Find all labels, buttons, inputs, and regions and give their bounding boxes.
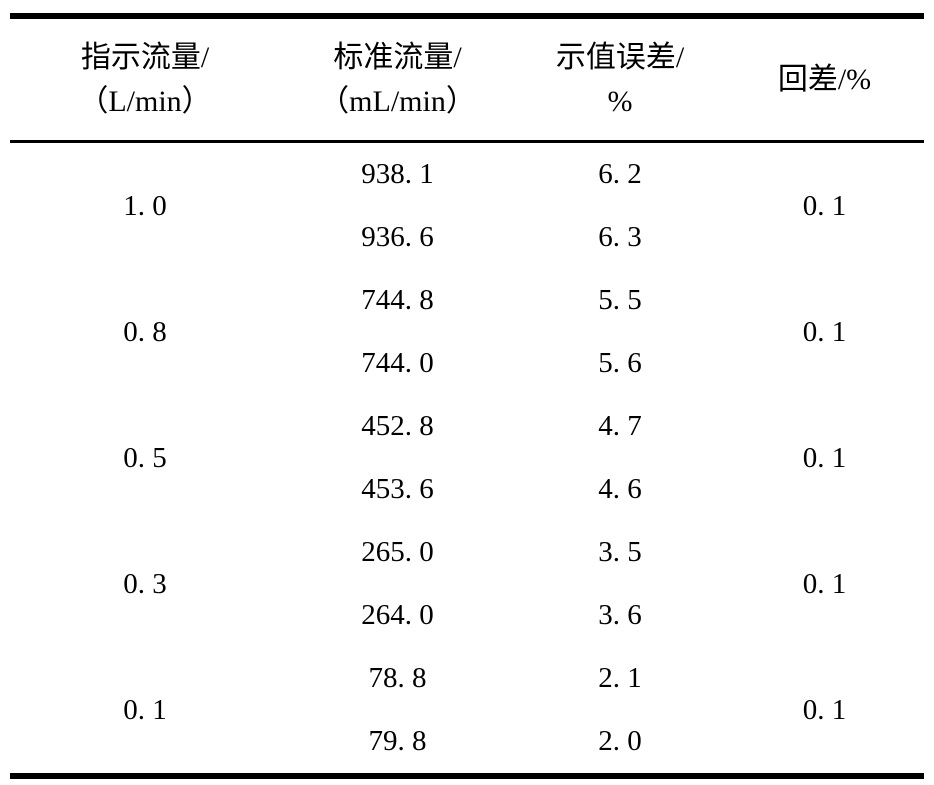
table-body: 1. 0 938. 1 6. 2 0. 1 936. 6 6. 3 0. 8 7… [10, 142, 924, 777]
header-hysteresis-line1: 回差/% [777, 62, 872, 96]
hysteresis-cell: 0. 1 [802, 441, 847, 474]
table-row: 0. 5 452. 8 4. 7 0. 1 [10, 395, 924, 474]
header-indicated-flow-line1: 指示流量/ [80, 40, 210, 74]
header-standard-flow-line2: （mL/min） [319, 84, 476, 118]
indication-error-cell: 2. 0 [598, 725, 642, 757]
table-row: 744. 0 5. 6 [10, 332, 924, 395]
standard-flow-cell: 936. 6 [361, 221, 434, 253]
standard-flow-cell: 938. 1 [361, 158, 434, 190]
indication-error-cell: 6. 2 [598, 158, 642, 190]
flow-calibration-table: 指示流量/ （L/min） 标准流量/ （mL/min） 示值误差/ % 回差/… [10, 13, 924, 779]
hysteresis-cell: 0. 1 [802, 693, 847, 726]
table-row: 0. 8 744. 8 5. 5 0. 1 [10, 269, 924, 348]
indicated-flow-cell: 0. 1 [123, 693, 167, 726]
standard-flow-cell: 744. 0 [361, 347, 434, 379]
standard-flow-cell: 78. 8 [368, 662, 427, 694]
standard-flow-cell: 453. 6 [361, 473, 434, 505]
standard-flow-cell: 264. 0 [361, 599, 434, 631]
header-indication-error-line2: % [607, 84, 633, 118]
header-indicated-flow-line2: （L/min） [78, 84, 212, 118]
indication-error-cell: 4. 7 [598, 410, 642, 442]
standard-flow-cell: 265. 0 [361, 536, 434, 568]
table-row: 264. 0 3. 6 [10, 584, 924, 647]
hysteresis-cell: 0. 1 [802, 567, 847, 600]
indication-error-cell: 3. 6 [598, 599, 642, 631]
header-indication-error: 示值误差/ % [515, 16, 725, 143]
standard-flow-cell: 744. 8 [361, 284, 434, 316]
indicated-flow-cell: 0. 8 [123, 315, 167, 348]
indicated-flow-cell: 0. 5 [123, 441, 167, 474]
table-header: 指示流量/ （L/min） 标准流量/ （mL/min） 示值误差/ % 回差/… [10, 16, 924, 143]
table-row: 1. 0 938. 1 6. 2 0. 1 [10, 142, 924, 222]
table-row: 453. 6 4. 6 [10, 458, 924, 521]
table-row: 0. 1 78. 8 2. 1 0. 1 [10, 647, 924, 726]
table-row: 0. 3 265. 0 3. 5 0. 1 [10, 521, 924, 600]
hysteresis-cell: 0. 1 [802, 315, 847, 348]
indication-error-cell: 5. 6 [598, 347, 642, 379]
header-indication-error-line1: 示值误差/ [555, 40, 685, 74]
standard-flow-cell: 79. 8 [368, 725, 427, 757]
indication-error-cell: 4. 6 [598, 473, 642, 505]
indicated-flow-cell: 1. 0 [123, 189, 167, 222]
header-standard-flow: 标准流量/ （mL/min） [280, 16, 515, 143]
table-row: 79. 8 2. 0 [10, 710, 924, 776]
header-row: 指示流量/ （L/min） 标准流量/ （mL/min） 示值误差/ % 回差/… [10, 16, 924, 143]
header-indicated-flow: 指示流量/ （L/min） [10, 16, 280, 143]
standard-flow-cell: 452. 8 [361, 410, 434, 442]
header-hysteresis: 回差/% [725, 16, 924, 143]
indicated-flow-cell: 0. 3 [123, 567, 167, 600]
indication-error-cell: 6. 3 [598, 221, 642, 253]
indication-error-cell: 5. 5 [598, 284, 642, 316]
table-row: 936. 6 6. 3 [10, 206, 924, 269]
header-standard-flow-line1: 标准流量/ [333, 40, 462, 74]
indication-error-cell: 2. 1 [598, 662, 642, 694]
hysteresis-cell: 0. 1 [802, 189, 847, 222]
indication-error-cell: 3. 5 [598, 536, 642, 568]
